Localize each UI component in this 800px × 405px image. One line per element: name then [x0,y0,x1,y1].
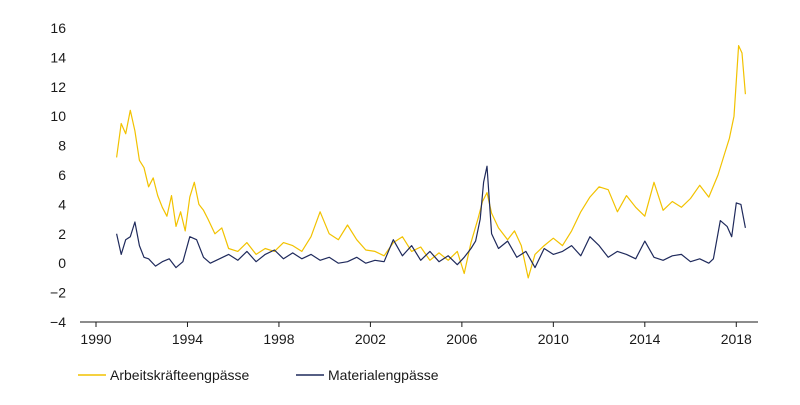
y-tick-label: 0 [58,255,66,271]
series-lines [116,44,746,279]
y-tick-label: 12 [50,79,66,95]
series-line-arbeitskraefteengpaesse [116,44,746,279]
legend-item-arbeitskraefteengpaesse: Arbeitskräfteengpässe [78,367,250,383]
x-tick-label: 2010 [538,331,569,347]
y-tick-label: 16 [50,20,66,36]
series-line-materialengpaesse [116,165,746,269]
x-axis-ticks: 1990 1994 1998 2002 2006 2010 2014 2018 [80,322,752,347]
legend-item-materialengpaesse: Materialengpässe [296,367,439,383]
x-tick-label: 1990 [80,331,111,347]
y-axis-tick-labels: 16 14 12 10 8 6 4 2 0 −2 −4 [50,20,66,330]
y-tick-label: 4 [58,196,66,212]
legend-label-materialengpaesse: Materialengpässe [328,367,439,383]
y-tick-label: 2 [58,226,66,242]
y-tick-label: −2 [50,285,66,301]
y-tick-label: −4 [50,314,66,330]
x-tick-label: 2018 [721,331,752,347]
y-tick-label: 6 [58,167,66,183]
x-tick-label: 2014 [629,331,660,347]
legend-label-arbeitskraefteengpaesse: Arbeitskräfteengpässe [110,367,250,383]
legend: Arbeitskräfteengpässe Materialengpässe [78,367,439,383]
x-tick-label: 1994 [172,331,203,347]
y-tick-label: 8 [58,138,66,154]
x-tick-label: 2006 [446,331,477,347]
x-tick-label: 1998 [263,331,294,347]
y-tick-label: 10 [50,108,66,124]
x-tick-label: 2002 [355,331,386,347]
y-tick-label: 14 [50,49,66,65]
